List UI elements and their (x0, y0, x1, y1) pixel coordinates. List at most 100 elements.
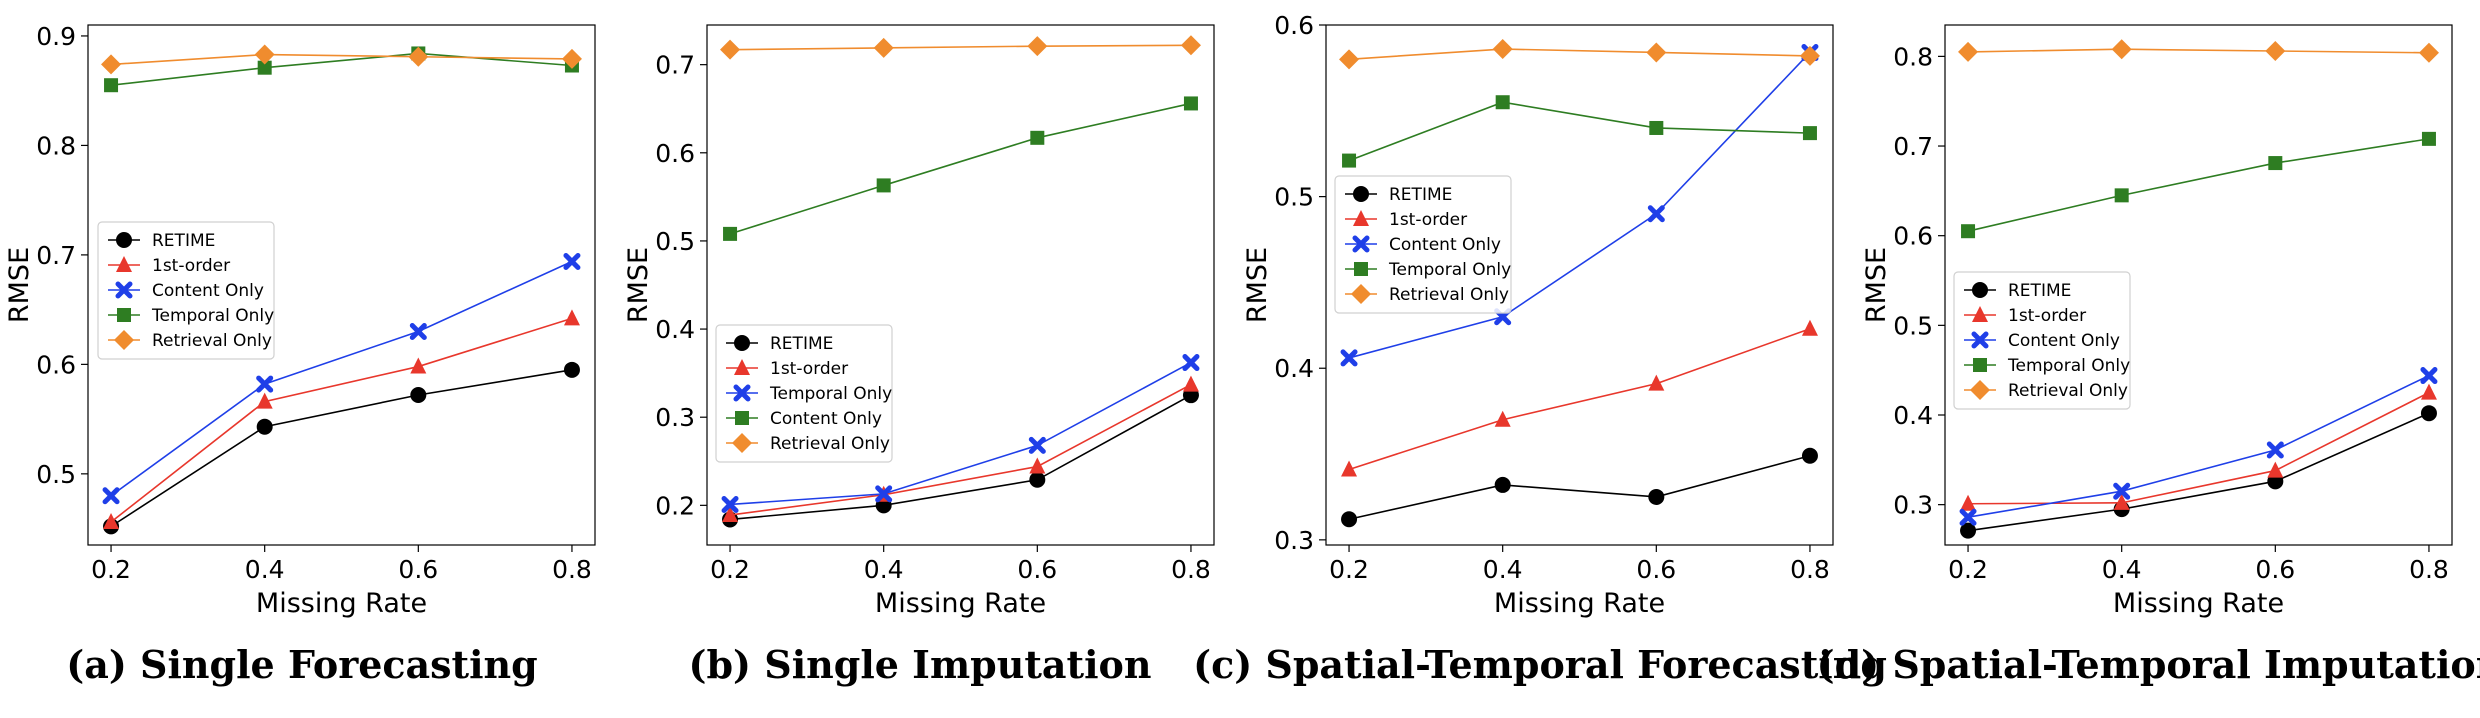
data-point (1649, 120, 1664, 135)
chart-caption: (d) Spatial-Temporal Imputation (1817, 642, 2480, 687)
y-tick-label: 0.6 (1893, 222, 1933, 251)
series-line-3 (1967, 138, 2430, 232)
legend-entry: Content Only (152, 281, 264, 301)
y-tick-label: 0.5 (655, 227, 695, 256)
data-point (256, 418, 273, 435)
data-point (1647, 205, 1665, 223)
data-point (1799, 45, 1820, 66)
x-tick-label: 0.4 (864, 555, 904, 584)
chart-caption: (a) Single Forecasting (66, 642, 538, 687)
y-axis-label: RMSE (623, 247, 654, 323)
y-tick-label: 0.4 (1274, 354, 1314, 383)
data-point (1027, 36, 1048, 57)
chart-panel-3: 0.2 0.4 0.6 0.8 0.3 0.4 0.5 0.6 Missing Rate RMSE… (1193, 11, 1887, 687)
legend-marker (1970, 380, 1990, 400)
series-line-1 (110, 317, 573, 523)
y-axis-label: RMSE (4, 247, 35, 323)
data-point (1029, 471, 1046, 488)
legend-marker (733, 384, 751, 402)
x-tick-label: 0.8 (552, 555, 592, 584)
legend-entry: RETIME (2008, 281, 2071, 301)
series-line-3 (1348, 101, 1810, 162)
legend: RETIME 1st-order Temporal Only Content Only… (715, 324, 893, 463)
data-point (2113, 493, 2130, 510)
y-tick-label: 0.8 (1893, 42, 1933, 71)
legend-marker (115, 281, 133, 299)
data-point (1340, 349, 1358, 367)
chart-caption: (c) Spatial-Temporal Forecasting (1193, 642, 1887, 687)
data-point (1960, 494, 1977, 511)
y-tick-label: 0.5 (1893, 311, 1933, 340)
legend-entry: Content Only (770, 409, 882, 429)
y-tick-label: 0.7 (36, 241, 76, 270)
chart-caption: (b) Single Imputation (689, 642, 1152, 687)
data-point (2420, 405, 2437, 422)
data-point (1495, 95, 1510, 110)
legend-entry: 1st-order (152, 256, 230, 276)
y-tick-label: 0.3 (655, 403, 695, 432)
data-point (1801, 447, 1818, 464)
x-tick-label: 0.6 (2255, 555, 2295, 584)
data-point (257, 60, 272, 75)
legend-entry: 1st-order (1389, 210, 1467, 230)
data-point (720, 39, 741, 60)
data-point (104, 78, 119, 93)
series-line-1 (1968, 391, 2430, 505)
y-tick-label: 0.8 (36, 131, 76, 160)
legend: RETIME 1st-order Content Only Temporal Only… (1334, 175, 1512, 314)
data-point (1029, 457, 1046, 474)
data-point (1801, 319, 1818, 336)
x-axis-label: Missing Rate (2113, 588, 2284, 619)
data-point (2265, 41, 2286, 61)
series-line-2 (1348, 51, 1811, 359)
x-tick-label: 0.2 (710, 555, 750, 584)
legend-entry: Retrieval Only (152, 331, 272, 351)
y-tick-label: 0.6 (1274, 11, 1314, 40)
chart-panel-1: 0.2 0.4 0.6 0.8 0.5 0.6 0.7 0.8 0.9 Missing Rate R… (4, 22, 596, 687)
data-point (563, 252, 581, 270)
x-axis-label: Missing Rate (1494, 588, 1665, 619)
plot-frame (87, 24, 596, 546)
legend: RETIME 1st-order Content Only Temporal Only… (1953, 271, 2131, 410)
x-tick-label: 0.4 (1483, 555, 1523, 584)
legend-marker (1352, 235, 1370, 253)
y-tick-label: 0.7 (655, 51, 695, 80)
legend: RETIME 1st-order Content Only Temporal Only… (97, 221, 275, 360)
legend-entry: RETIME (1389, 185, 1452, 205)
data-point (876, 178, 891, 193)
x-tick-label: 0.6 (1017, 555, 1057, 584)
legend-entry: Content Only (1389, 235, 1501, 255)
legend-marker (1353, 210, 1369, 226)
series-line-4 (110, 53, 572, 66)
series-line-4 (1968, 48, 2429, 54)
data-point (2421, 131, 2436, 146)
data-point (723, 226, 738, 241)
data-point (1959, 508, 1977, 526)
legend-marker (734, 359, 750, 375)
series-line-4 (1348, 48, 1810, 61)
series-line-0 (1348, 454, 1811, 521)
data-point (873, 37, 894, 58)
series-line-0 (729, 394, 1192, 521)
data-point (408, 46, 429, 67)
data-point (1494, 476, 1511, 493)
data-point (1802, 126, 1817, 141)
legend-entry: Retrieval Only (770, 434, 890, 454)
series-line-3 (110, 52, 573, 87)
x-axis-label: Missing Rate (875, 588, 1046, 619)
legend-marker (732, 433, 752, 453)
legend-marker (1972, 306, 1988, 322)
data-point (1960, 522, 1977, 539)
data-point (102, 487, 120, 505)
data-point (1648, 488, 1665, 505)
data-point (2266, 441, 2284, 459)
y-tick-label: 0.6 (36, 350, 76, 379)
legend-marker (734, 335, 750, 351)
data-point (2420, 383, 2437, 400)
data-point (2111, 39, 2132, 60)
data-point (2418, 42, 2439, 63)
data-point (103, 513, 120, 530)
series-line-2 (110, 260, 573, 497)
data-point (722, 506, 739, 523)
x-tick-label: 0.4 (245, 555, 285, 584)
